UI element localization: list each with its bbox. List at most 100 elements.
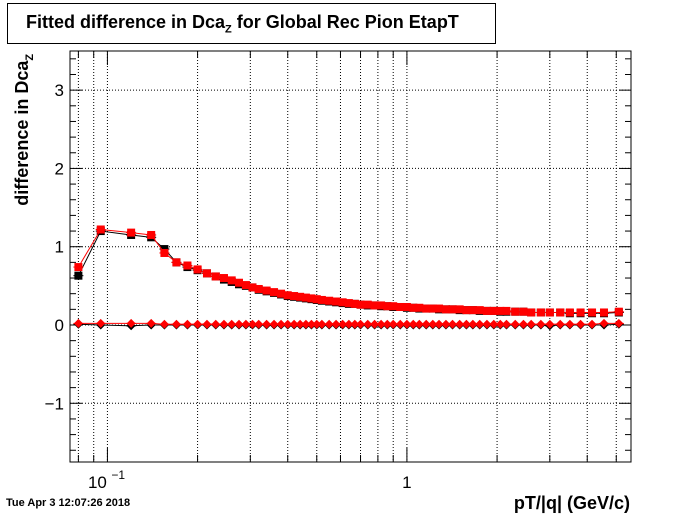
data-point [344, 319, 354, 329]
data-point [383, 302, 392, 311]
data-point [332, 297, 341, 306]
data-point [356, 300, 365, 309]
data-point [241, 281, 250, 290]
data-point [536, 319, 546, 329]
data-point [396, 302, 405, 311]
data-point [395, 319, 405, 329]
data-point [262, 319, 272, 329]
data-point [296, 292, 305, 301]
data-point [536, 308, 545, 317]
data-point [301, 319, 311, 329]
data-point [96, 225, 105, 234]
data-point [555, 319, 565, 329]
chart-title: Fitted difference in DcaZ for Global Rec… [26, 12, 459, 36]
data-point [511, 307, 520, 316]
data-point [254, 284, 263, 293]
data-point [408, 319, 418, 329]
data-point [495, 319, 505, 329]
data-point [409, 303, 418, 312]
data-point [312, 319, 322, 329]
data-point [277, 289, 286, 298]
data-point [455, 319, 465, 329]
data-point [338, 319, 348, 329]
data-point [414, 319, 424, 329]
data-point [301, 293, 310, 302]
data-point [587, 319, 597, 329]
data-point [402, 302, 411, 311]
data-point [172, 258, 181, 267]
data-point [160, 248, 169, 257]
data-point [317, 319, 327, 329]
data-point [270, 288, 279, 297]
data-point [183, 261, 192, 270]
data-point [376, 319, 386, 329]
data-point [283, 319, 293, 329]
data-point [241, 319, 251, 329]
data-point [227, 319, 237, 329]
data-point [489, 306, 498, 315]
data-point [146, 318, 156, 328]
data-point [382, 319, 392, 329]
x-tick-label: 10 [88, 473, 107, 492]
data-point [402, 319, 412, 329]
data-point [489, 319, 499, 329]
data-point [126, 318, 136, 328]
data-point [599, 308, 608, 317]
data-point [468, 319, 478, 329]
data-point [363, 300, 372, 309]
data-point [331, 319, 341, 329]
data-point [147, 230, 156, 239]
data-point [234, 278, 243, 287]
data-point [576, 319, 586, 329]
x-tick-label: 1 [402, 473, 411, 492]
data-point [565, 319, 575, 329]
x-axis-label: pT/|q| (GeV/c) [513, 493, 630, 513]
data-point [599, 318, 609, 328]
data-point [325, 296, 334, 305]
data-point [211, 272, 220, 281]
data-point [219, 319, 229, 329]
data-point [338, 298, 347, 307]
data-point [350, 319, 360, 329]
data-point [545, 319, 555, 329]
data-point [421, 319, 431, 329]
data-point [350, 299, 359, 308]
y-tick-label: −1 [45, 394, 64, 413]
data-point [482, 306, 491, 315]
data-point [475, 306, 484, 315]
data-point [475, 319, 485, 329]
data-point [171, 319, 181, 329]
data-point [501, 319, 511, 329]
data-point [283, 291, 292, 300]
data-point [247, 319, 257, 329]
data-point [565, 308, 574, 317]
data-point [202, 319, 212, 329]
chart-title-box: Fitted difference in DcaZ for Global Rec… [7, 3, 496, 44]
data-point [510, 319, 520, 329]
data-point [614, 318, 624, 328]
data-point [434, 319, 444, 329]
data-point [307, 294, 316, 303]
data-point [306, 319, 316, 329]
data-point [588, 308, 597, 317]
y-tick-label: 0 [55, 316, 64, 335]
data-point [290, 292, 299, 301]
data-point [370, 319, 380, 329]
data-point [502, 306, 511, 315]
data-point [545, 308, 554, 317]
plot-frame [69, 50, 632, 463]
data-point [527, 308, 536, 317]
y-tick-label: 1 [55, 238, 64, 257]
data-point [389, 302, 398, 311]
data-point [441, 305, 450, 314]
data-point [262, 286, 271, 295]
data-point [468, 306, 477, 315]
data-point [388, 319, 398, 329]
data-point [370, 301, 379, 310]
data-point [74, 263, 83, 272]
data-point [248, 283, 257, 292]
data-point [519, 307, 528, 316]
data-point [219, 274, 228, 283]
data-point [295, 319, 305, 329]
data-point [496, 306, 505, 315]
